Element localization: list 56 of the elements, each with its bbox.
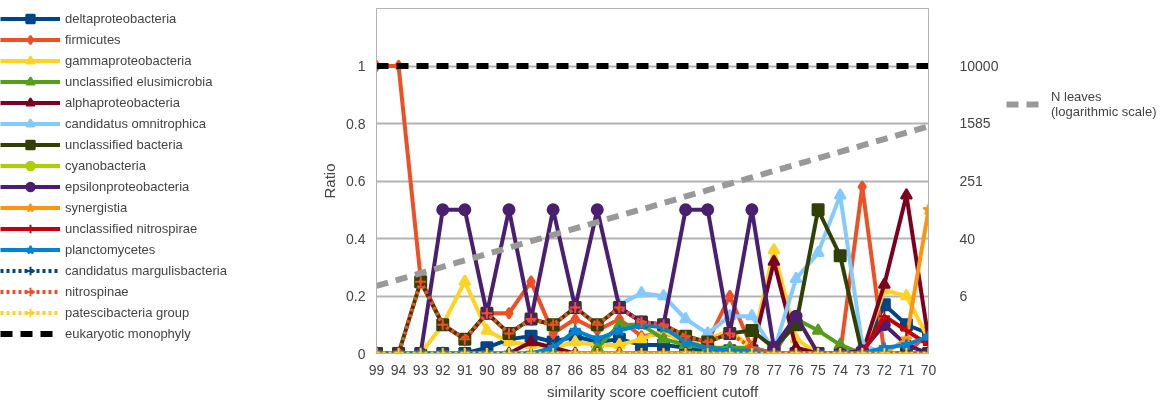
legend-label: candidatus omnitrophica [65, 115, 206, 133]
legend-label: candidatus margulisbacteria [65, 262, 227, 280]
legend-label: eukaryotic monophyly [65, 325, 191, 343]
x-tick-label: 70 [920, 361, 937, 378]
y2-tick-label: 1585 [959, 115, 991, 132]
x-axis-title: similarity score coefficient cutoff [546, 382, 759, 400]
x-tick-label: 78 [744, 361, 760, 378]
legend-label: firmicutes [65, 31, 121, 49]
legend-label: N leaves (logarithmic scale) [1051, 89, 1157, 119]
x-tick-label: 90 [479, 361, 495, 378]
y-tick-label: 0.8 [346, 115, 366, 132]
x-tick-label: 73 [854, 361, 871, 378]
x-tick-label: 82 [655, 361, 672, 378]
legend-label: nitrospinae [65, 283, 129, 301]
legend-label: unclassified bacteria [65, 136, 183, 154]
legend-label: patescibacteria group [65, 304, 190, 322]
y-tick-label: 1 [357, 58, 366, 74]
x-tick-label: 76 [788, 361, 805, 378]
legend-label: synergistia [65, 199, 128, 217]
x-tick-label: 85 [589, 361, 606, 378]
x-tick-label: 88 [523, 361, 540, 378]
legend-label: epsilonproteobacteria [65, 178, 190, 196]
x-tick-label: 75 [810, 361, 827, 378]
x-tick-label: 94 [390, 361, 407, 378]
y-tick-label: 0.4 [346, 230, 366, 247]
x-tick-label: 92 [434, 361, 451, 378]
legend-label: unclassified nitrospirae [65, 220, 198, 238]
x-tick-label: 74 [832, 361, 849, 378]
x-tick-label: 87 [545, 361, 562, 378]
legend-label: planctomycetes [65, 241, 156, 259]
y-tick-label: 0.6 [346, 173, 366, 189]
x-tick-label: 83 [633, 361, 650, 378]
y2-tick-label: 6 [959, 288, 968, 304]
x-tick-label: 93 [412, 361, 429, 378]
x-tick-label: 77 [766, 361, 782, 378]
legend-label: unclassified elusimicrobia [65, 73, 213, 91]
legend-label: cyanobacteria [65, 157, 146, 175]
y2-tick-label: 10000 [959, 58, 999, 74]
y-axis-title: Ratio [321, 163, 339, 199]
y2-tick-label: 40 [959, 230, 976, 247]
x-tick-label: 84 [611, 361, 628, 378]
y-tick-label: 0.2 [346, 288, 366, 304]
y2-tick-label: 251 [959, 173, 984, 189]
x-tick-label: 91 [457, 361, 473, 378]
legend-label: alphaproteobacteria [65, 94, 180, 112]
x-tick-label: 71 [898, 361, 915, 378]
legend-label: deltaproteobacteria [65, 10, 177, 28]
x-tick-label: 79 [721, 361, 738, 378]
x-tick-label: 99 [368, 361, 385, 378]
x-tick-label: 80 [699, 361, 716, 378]
legend-label: gammaproteobacteria [65, 52, 192, 70]
x-tick-label: 81 [677, 361, 694, 378]
x-tick-label: 72 [876, 361, 893, 378]
y-tick-label: 0 [357, 345, 366, 362]
x-tick-label: 89 [501, 361, 517, 378]
x-tick-label: 86 [567, 361, 584, 378]
